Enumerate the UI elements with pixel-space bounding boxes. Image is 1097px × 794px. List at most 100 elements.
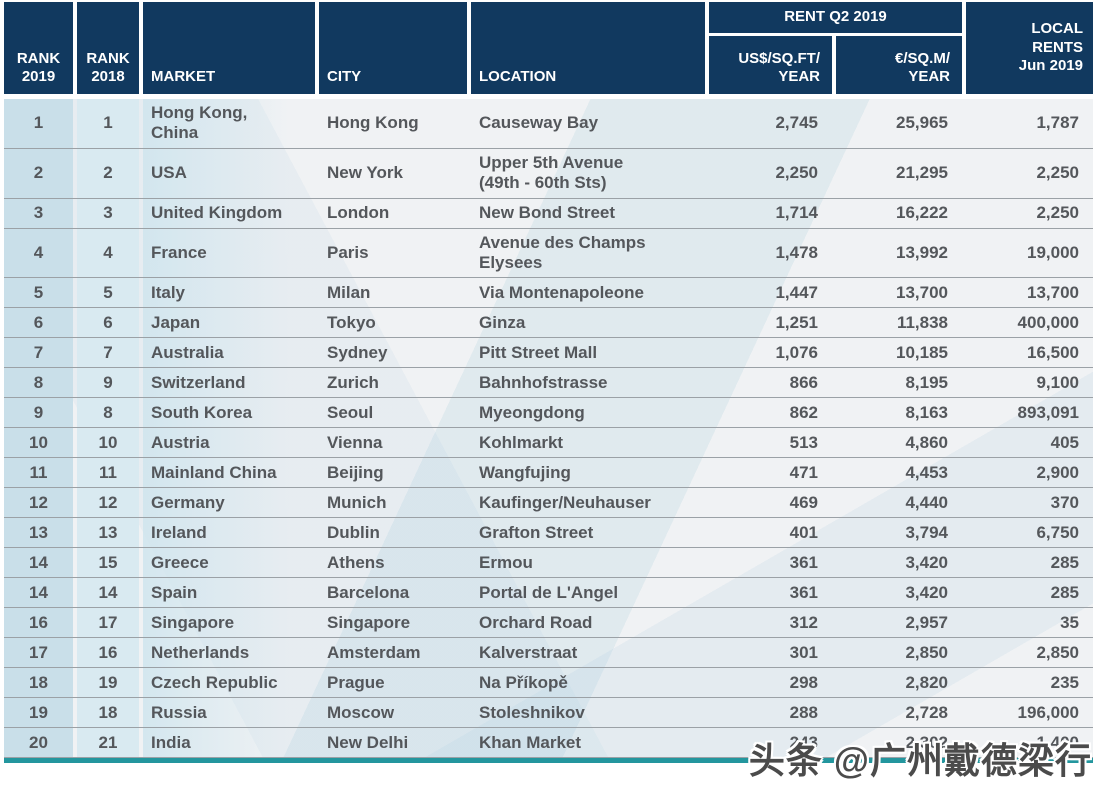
cell-rank-2019: 20	[4, 728, 73, 758]
cell-local-rent: 196,000	[1017, 702, 1079, 722]
cell-eur-rent: 8,195	[905, 372, 948, 392]
cell-local-rent: 16,500	[1027, 342, 1079, 362]
cell-rank-2019: 10	[4, 428, 73, 458]
cell-location: Orchard Road	[479, 612, 593, 632]
cell-rank-2018: 10	[77, 428, 139, 458]
cell-location: Bahnhofstrasse	[479, 372, 608, 392]
cell-location: New Bond Street	[479, 202, 616, 222]
table-row: 4 4 France Paris Avenue des Champs Elysees 1,…	[4, 228, 1093, 279]
cell-market: Greece	[143, 548, 315, 578]
cell-location: Causeway Bay	[479, 113, 599, 133]
cell-eur-rent: 10,185	[896, 342, 948, 362]
cell-city: Moscow	[327, 702, 395, 722]
table-row: 12 12 Germany Munich Kaufinger/Neuhauser 469 4…	[4, 488, 1093, 519]
cell-local-rent: 35	[1060, 612, 1079, 632]
cell-rank-2018: 7	[77, 338, 139, 368]
cell-local-rent: 9,100	[1036, 372, 1079, 392]
cell-market: Australia	[143, 338, 315, 368]
table-row: 8 9 Switzerland Zurich Bahnhofstrasse 866 8,19…	[4, 368, 1093, 399]
table-row: 7 7 Australia Sydney Pitt Street Mall 1,076 10…	[4, 338, 1093, 369]
cell-eur-rent: 21,295	[896, 162, 948, 182]
cell-location: Avenue des Champs Elysees	[479, 232, 646, 272]
cell-eur-rent: 2,302	[905, 732, 948, 752]
cell-local-rent: 893,091	[1017, 402, 1079, 422]
cell-market: South Korea	[143, 398, 315, 428]
table-row: 11 11 Mainland China Beijing Wangfujing 471 4,…	[4, 458, 1093, 489]
table-body: 1 1 Hong Kong, China Hong Kong Causeway Bay 2…	[4, 99, 1093, 759]
header-city: CITY	[319, 2, 467, 94]
table-row: 16 17 Singapore Singapore Orchard Road 312 2,9…	[4, 608, 1093, 639]
table-row: 10 10 Austria Vienna Kohlmarkt 513 4,860 405	[4, 428, 1093, 459]
cell-eur-rent: 4,860	[905, 432, 948, 452]
cell-eur-rent: 3,420	[905, 582, 948, 602]
cell-local-rent: 1,787	[1036, 113, 1079, 133]
cell-rank-2018: 19	[77, 668, 139, 698]
cell-local-rent: 13,700	[1027, 282, 1079, 302]
header-local-rents: LOCAL RENTS Jun 2019	[966, 2, 1093, 94]
cell-location: Stoleshnikov	[479, 702, 585, 722]
cell-usd-rent: 513	[789, 432, 818, 452]
cell-local-rent: 2,250	[1036, 162, 1079, 182]
cell-city: New York	[327, 162, 403, 182]
cell-rank-2018: 12	[77, 488, 139, 518]
cell-usd-rent: 401	[789, 522, 818, 542]
cell-location: Ginza	[479, 312, 526, 332]
cell-rank-2019: 18	[4, 668, 73, 698]
cell-usd-rent: 469	[789, 492, 818, 512]
cell-rank-2019: 14	[4, 548, 73, 578]
cell-rank-2018: 21	[77, 728, 139, 758]
cell-rank-2018: 2	[77, 148, 139, 198]
cell-rank-2019: 7	[4, 338, 73, 368]
cell-city: Paris	[327, 242, 369, 262]
cell-rank-2019: 5	[4, 278, 73, 308]
cell-local-rent: 235	[1050, 672, 1079, 692]
cell-location: Wangfujing	[479, 462, 571, 482]
cell-city: Dublin	[327, 522, 380, 542]
table-row: 9 8 South Korea Seoul Myeongdong 862 8,163 893,…	[4, 398, 1093, 429]
cell-rank-2018: 3	[77, 198, 139, 228]
table-row: 2 2 USA New York Upper 5th Avenue (49th - 60…	[4, 148, 1093, 199]
cell-city: Vienna	[327, 432, 383, 452]
cell-usd-rent: 866	[789, 372, 818, 392]
cell-eur-rent: 3,420	[905, 552, 948, 572]
cell-eur-rent: 25,965	[896, 113, 948, 133]
cell-local-rent: 285	[1050, 552, 1079, 572]
cell-location: Kaufinger/Neuhauser	[479, 492, 651, 512]
cell-usd-rent: 298	[789, 672, 818, 692]
cell-usd-rent: 2,745	[775, 113, 818, 133]
table-header: RANK 2019 RANK 2018 MARKET CITY LOCATION…	[4, 2, 1093, 97]
cell-market: Switzerland	[143, 368, 315, 398]
cell-eur-rent: 2,957	[905, 612, 948, 632]
cell-location: Myeongdong	[479, 402, 585, 422]
cell-city: Barcelona	[327, 582, 410, 602]
cell-rank-2019: 8	[4, 368, 73, 398]
header-market: MARKET	[143, 2, 315, 94]
cell-market: Czech Republic	[143, 668, 315, 698]
cell-rank-2019: 13	[4, 518, 73, 548]
cell-rank-2018: 14	[77, 578, 139, 608]
cell-city: Sydney	[327, 342, 388, 362]
rent-ranking-table: RANK 2019 RANK 2018 MARKET CITY LOCATION…	[4, 2, 1093, 764]
table-row: 19 18 Russia Moscow Stoleshnikov 288 2,728 196,…	[4, 698, 1093, 729]
table-row: 14 14 Spain Barcelona Portal de L'Angel 361 3,…	[4, 578, 1093, 609]
cell-local-rent: 370	[1050, 492, 1079, 512]
cell-city: Tokyo	[327, 312, 376, 332]
cell-location: Ermou	[479, 552, 533, 572]
header-location: LOCATION	[471, 2, 705, 94]
header-eur-sqm-year: €/SQ.M/ YEAR	[836, 36, 962, 94]
cell-location: Upper 5th Avenue (49th - 60th Sts)	[479, 152, 624, 193]
cell-rank-2018: 16	[77, 638, 139, 668]
cell-eur-rent: 2,728	[905, 702, 948, 722]
cell-eur-rent: 4,440	[905, 492, 948, 512]
cell-rank-2019: 2	[4, 148, 73, 198]
cell-rank-2018: 17	[77, 608, 139, 638]
table-row: 6 6 Japan Tokyo Ginza 1,251 11,838 400,000	[4, 308, 1093, 339]
cell-local-rent: 2,850	[1036, 642, 1079, 662]
cell-rank-2018: 6	[77, 308, 139, 338]
cell-rank-2019: 3	[4, 198, 73, 228]
header-usd-sqft-year: US$/SQ.FT/ YEAR	[709, 36, 832, 94]
cell-market: Germany	[143, 488, 315, 518]
cell-location: Grafton Street	[479, 522, 594, 542]
cell-rank-2019: 4	[4, 228, 73, 278]
cell-location: Na Příkopě	[479, 672, 568, 692]
